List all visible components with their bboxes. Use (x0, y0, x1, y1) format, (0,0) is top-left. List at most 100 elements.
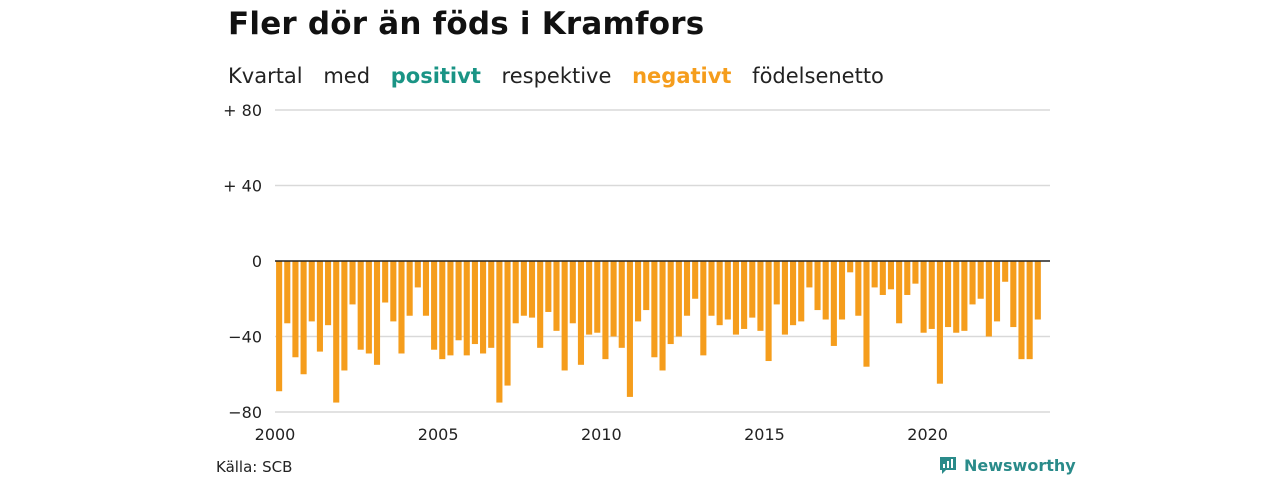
bar (806, 261, 813, 288)
bar (1026, 261, 1033, 360)
subtitle-tail: födelsenetto (752, 64, 884, 88)
bar (855, 261, 862, 316)
bar (838, 261, 846, 320)
bar (276, 261, 283, 392)
bar (969, 261, 976, 305)
bar (414, 261, 421, 288)
bar (349, 261, 356, 305)
subtitle-with: med (323, 64, 371, 88)
bar (284, 261, 291, 324)
axes: + 80 + 40 0 −40 −80 2000 2005 2010 2015 2020 (223, 101, 1050, 444)
bar (390, 261, 397, 322)
bar (471, 261, 478, 345)
bar (847, 261, 854, 273)
bar (985, 261, 992, 337)
bar (920, 261, 927, 333)
newsworthy-logo-icon (940, 457, 956, 474)
bar (300, 261, 307, 375)
y-tick-label: 0 (252, 252, 262, 271)
bar (961, 261, 968, 331)
x-tick-label: 2015 (744, 425, 785, 444)
bar (553, 261, 560, 331)
bar (887, 261, 895, 290)
chart-subtitle: Kvartal med positivt respektive negativt… (228, 64, 898, 88)
bar (757, 261, 764, 331)
bar (724, 261, 731, 320)
bar (798, 261, 805, 322)
source-note: Källa: SCB (216, 458, 293, 476)
bar (357, 261, 364, 350)
y-tick-label: −40 (228, 328, 262, 347)
bar (373, 261, 381, 365)
bar (569, 261, 576, 324)
bar (586, 261, 593, 335)
bar (1002, 261, 1009, 282)
bar (455, 261, 462, 341)
bar (382, 261, 389, 303)
subtitle-negative-label: negativt (632, 64, 732, 88)
y-tick-label: + 40 (223, 177, 262, 196)
bar (667, 261, 674, 345)
bar (871, 261, 878, 288)
bar (537, 261, 544, 348)
subtitle-positive-label: positivt (390, 64, 481, 88)
bar (749, 261, 756, 318)
bar (953, 261, 960, 333)
bar (594, 261, 601, 333)
bar (504, 261, 511, 386)
bar (292, 261, 299, 358)
bar (741, 261, 748, 329)
x-tick-label: 2000 (255, 425, 296, 444)
brand-name: Newsworthy (964, 455, 1076, 475)
bar (528, 261, 536, 318)
bar (692, 261, 699, 299)
bar (480, 261, 487, 354)
bar (431, 261, 438, 350)
bar (1034, 261, 1041, 320)
bar (520, 261, 527, 316)
bar (928, 261, 935, 329)
bar (700, 261, 707, 356)
bar (896, 261, 903, 324)
bar (781, 261, 788, 335)
bar (993, 261, 1001, 322)
bar (398, 261, 405, 354)
bar (635, 261, 642, 322)
bar (936, 261, 943, 384)
bar (577, 261, 585, 365)
bar (659, 261, 666, 371)
bar (814, 261, 821, 311)
chart-title: Fler dör än föds i Kramfors (228, 6, 705, 42)
brand: Newsworthy (938, 455, 1076, 475)
bar (790, 261, 797, 326)
bar (708, 261, 715, 316)
bar (610, 261, 617, 337)
x-tick-label: 2010 (581, 425, 622, 444)
bar (765, 261, 772, 362)
bar (341, 261, 348, 371)
bar (675, 261, 682, 337)
y-tick-label: + 80 (223, 101, 262, 120)
bar (463, 261, 470, 356)
bar (830, 261, 837, 346)
bar (1010, 261, 1017, 328)
bar (732, 261, 740, 335)
x-tick-label: 2020 (907, 425, 948, 444)
bar (683, 261, 691, 316)
bar (545, 261, 552, 312)
bar (977, 261, 984, 299)
bar (773, 261, 780, 305)
bar (904, 261, 911, 295)
bar (512, 261, 519, 324)
bar (651, 261, 658, 358)
bar (716, 261, 723, 326)
bar (365, 261, 372, 354)
bar (447, 261, 454, 356)
bar (488, 261, 495, 348)
y-tick-label: −80 (228, 403, 262, 422)
bar (439, 261, 446, 360)
bar (912, 261, 919, 284)
bar (1018, 261, 1025, 360)
bar (879, 261, 886, 295)
